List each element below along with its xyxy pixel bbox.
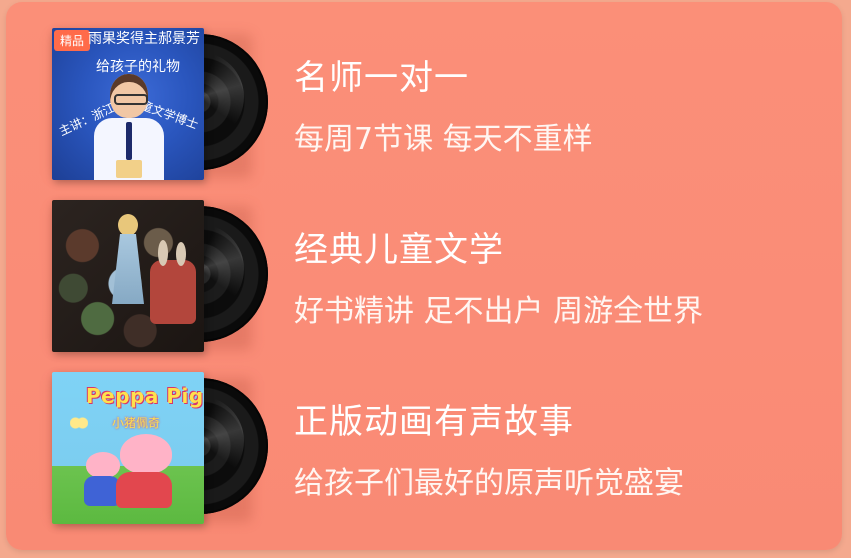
teacher-illustration: [94, 74, 164, 180]
peppa-subtitle: 小猪佩奇: [111, 416, 160, 430]
peppa-dress-illustration: [116, 472, 172, 508]
cover-headline: 雨果奖得主郝景芳: [88, 31, 200, 47]
storybook-rabbit-illustration: [150, 240, 196, 324]
butterfly-icon: [70, 416, 88, 430]
item-title: 经典儿童文学: [294, 230, 504, 270]
album-art[interactable]: Peppa Pig 小猪佩奇: [52, 372, 268, 524]
list-item-1[interactable]: 精品 雨果奖得主郝景芳 给孩子的礼物 主讲：浙江大学 儿童文学博士 名师一对一 …: [6, 28, 842, 180]
item-title: 名师一对一: [294, 58, 469, 98]
album-cover-2[interactable]: [52, 200, 204, 352]
item-subtitle: 给孩子们最好的原声听觉盛宴: [294, 466, 684, 501]
item-subtitle: 好书精讲 足不出户 周游全世界: [294, 294, 704, 329]
george-pig-illustration: [86, 452, 120, 478]
peppa-pig-illustration: [120, 434, 172, 474]
item-title: 正版动画有声故事: [294, 402, 574, 442]
album-art[interactable]: [52, 200, 268, 352]
list-item-3[interactable]: Peppa Pig 小猪佩奇 正版动画有声故事 给孩子们最好的原声听觉盛宴: [6, 372, 842, 524]
list-item-2[interactable]: 经典儿童文学 好书精讲 足不出户 周游全世界: [6, 200, 842, 352]
item-subtitle: 每周7节课 每天不重样: [294, 122, 593, 157]
george-outfit-illustration: [84, 476, 120, 506]
course-list-card: 精品 雨果奖得主郝景芳 给孩子的礼物 主讲：浙江大学 儿童文学博士 名师一对一 …: [6, 2, 842, 550]
album-art[interactable]: 精品 雨果奖得主郝景芳 给孩子的礼物 主讲：浙江大学 儿童文学博士: [52, 28, 268, 180]
album-cover-3[interactable]: Peppa Pig 小猪佩奇: [52, 372, 204, 524]
peppa-logo: Peppa Pig: [86, 384, 204, 408]
cover-subheadline: 给孩子的礼物: [96, 59, 180, 75]
premium-badge: 精品: [54, 30, 91, 51]
storybook-girl-illustration: [110, 214, 146, 334]
album-cover-1[interactable]: 精品 雨果奖得主郝景芳 给孩子的礼物 主讲：浙江大学 儿童文学博士: [52, 28, 204, 180]
